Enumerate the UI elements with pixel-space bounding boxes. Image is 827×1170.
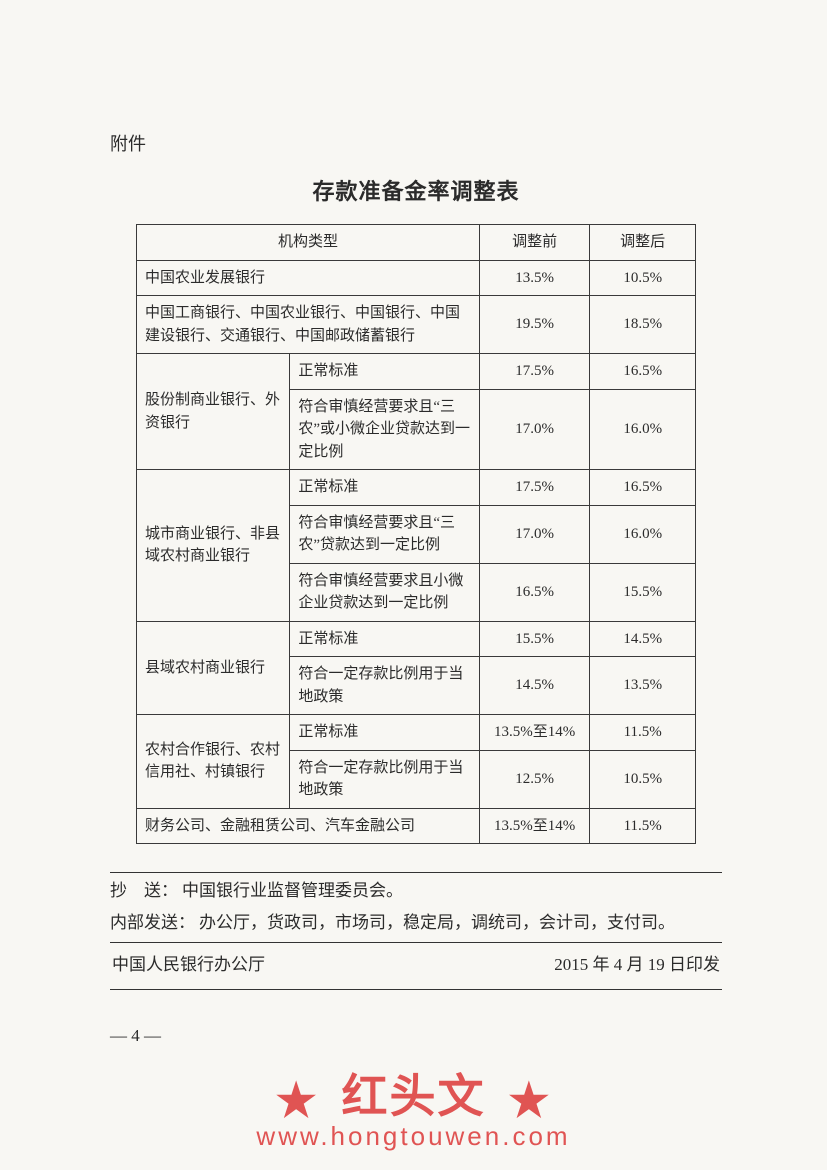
table-row: 县域农村商业银行正常标准15.5%14.5% — [137, 621, 696, 657]
cell-group: 农村合作银行、农村信用社、村镇银行 — [137, 715, 290, 809]
divider — [110, 872, 722, 873]
cell-before: 13.5%至14% — [479, 715, 589, 751]
cell-after: 11.5% — [590, 715, 696, 751]
star-icon: ★ — [267, 1074, 326, 1126]
watermark: ★ 红头文 ★ www.hongtouwen.com — [0, 1060, 827, 1152]
page-number: — 4 — — [110, 1020, 722, 1052]
cell-group: 城市商业银行、非县域农村商业银行 — [137, 470, 290, 622]
table-header-row: 机构类型 调整前 调整后 — [137, 225, 696, 261]
cell-before: 12.5% — [479, 750, 589, 808]
cell-after: 16.5% — [590, 354, 696, 390]
cell-group: 股份制商业银行、外资银行 — [137, 354, 290, 470]
cell-subtype: 符合审慎经营要求且“三农”贷款达到一定比例 — [290, 505, 480, 563]
cell-before: 13.5%至14% — [479, 808, 589, 844]
cell-before: 13.5% — [479, 260, 589, 296]
header-after: 调整后 — [590, 225, 696, 261]
watermark-url: www.hongtouwen.com — [0, 1121, 827, 1152]
divider — [110, 942, 722, 943]
cell-before: 17.5% — [479, 470, 589, 506]
table-row: 农村合作银行、农村信用社、村镇银行正常标准13.5%至14%11.5% — [137, 715, 696, 751]
table-row: 财务公司、金融租赁公司、汽车金融公司13.5%至14%11.5% — [137, 808, 696, 844]
cell-after: 14.5% — [590, 621, 696, 657]
attachment-label: 附件 — [110, 130, 722, 156]
divider — [110, 989, 722, 990]
table-row: 城市商业银行、非县域农村商业银行正常标准17.5%16.5% — [137, 470, 696, 506]
cell-after: 10.5% — [590, 260, 696, 296]
cell-after: 16.0% — [590, 505, 696, 563]
table-row: 股份制商业银行、外资银行正常标准17.5%16.5% — [137, 354, 696, 390]
table-row: 中国农业发展银行13.5%10.5% — [137, 260, 696, 296]
cell-before: 16.5% — [479, 563, 589, 621]
internal-body: 办公厅，货政司，市场司，稳定局，调统司，会计司，支付司。 — [199, 907, 722, 939]
cell-subtype: 符合一定存款比例用于当地政策 — [290, 657, 480, 715]
issuer: 中国人民银行办公厅 — [112, 949, 265, 981]
cell-subtype: 正常标准 — [290, 354, 480, 390]
cell-before: 19.5% — [479, 296, 589, 354]
cell-subtype: 符合审慎经营要求且“三农”或小微企业贷款达到一定比例 — [290, 389, 480, 470]
cell-after: 10.5% — [590, 750, 696, 808]
watermark-text: 红头文 — [342, 1070, 486, 1122]
cell-after: 16.0% — [590, 389, 696, 470]
cell-before: 17.0% — [479, 505, 589, 563]
cc-body: 中国银行业监督管理委员会。 — [182, 875, 722, 907]
cell-subtype: 正常标准 — [290, 621, 480, 657]
cell-subtype: 符合一定存款比例用于当地政策 — [290, 750, 480, 808]
cc-row: 抄 送： 中国银行业监督管理委员会。 — [110, 875, 722, 907]
cell-before: 14.5% — [479, 657, 589, 715]
cell-after: 11.5% — [590, 808, 696, 844]
cell-after: 13.5% — [590, 657, 696, 715]
cell-before: 15.5% — [479, 621, 589, 657]
internal-row: 内部发送： 办公厅，货政司，市场司，稳定局，调统司，会计司，支付司。 — [110, 907, 722, 939]
cell-after: 18.5% — [590, 296, 696, 354]
watermark-text-row: ★ 红头文 ★ — [0, 1060, 827, 1127]
issuer-row: 中国人民银行办公厅 2015 年 4 月 19 日印发 — [110, 945, 722, 987]
cell-subtype: 正常标准 — [290, 715, 480, 751]
cell-before: 17.5% — [479, 354, 589, 390]
document-title: 存款准备金率调整表 — [110, 174, 722, 206]
cell-before: 17.0% — [479, 389, 589, 470]
reserve-ratio-table: 机构类型 调整前 调整后 中国农业发展银行13.5%10.5%中国工商银行、中国… — [136, 224, 696, 844]
header-type: 机构类型 — [137, 225, 480, 261]
header-before: 调整前 — [479, 225, 589, 261]
internal-label: 内部发送： — [110, 907, 199, 939]
issue-date: 2015 年 4 月 19 日印发 — [554, 949, 720, 981]
cell-group: 县域农村商业银行 — [137, 621, 290, 715]
cell-type: 中国工商银行、中国农业银行、中国银行、中国建设银行、交通银行、中国邮政储蓄银行 — [137, 296, 480, 354]
table-row: 中国工商银行、中国农业银行、中国银行、中国建设银行、交通银行、中国邮政储蓄银行1… — [137, 296, 696, 354]
cell-subtype: 正常标准 — [290, 470, 480, 506]
cell-after: 16.5% — [590, 470, 696, 506]
star-icon: ★ — [500, 1074, 559, 1126]
cell-type: 中国农业发展银行 — [137, 260, 480, 296]
cell-subtype: 符合审慎经营要求且小微企业贷款达到一定比例 — [290, 563, 480, 621]
cc-label: 抄 送： — [110, 875, 182, 907]
footer-block: 抄 送： 中国银行业监督管理委员会。 内部发送： 办公厅，货政司，市场司，稳定局… — [110, 872, 722, 1052]
cell-type: 财务公司、金融租赁公司、汽车金融公司 — [137, 808, 480, 844]
cell-after: 15.5% — [590, 563, 696, 621]
